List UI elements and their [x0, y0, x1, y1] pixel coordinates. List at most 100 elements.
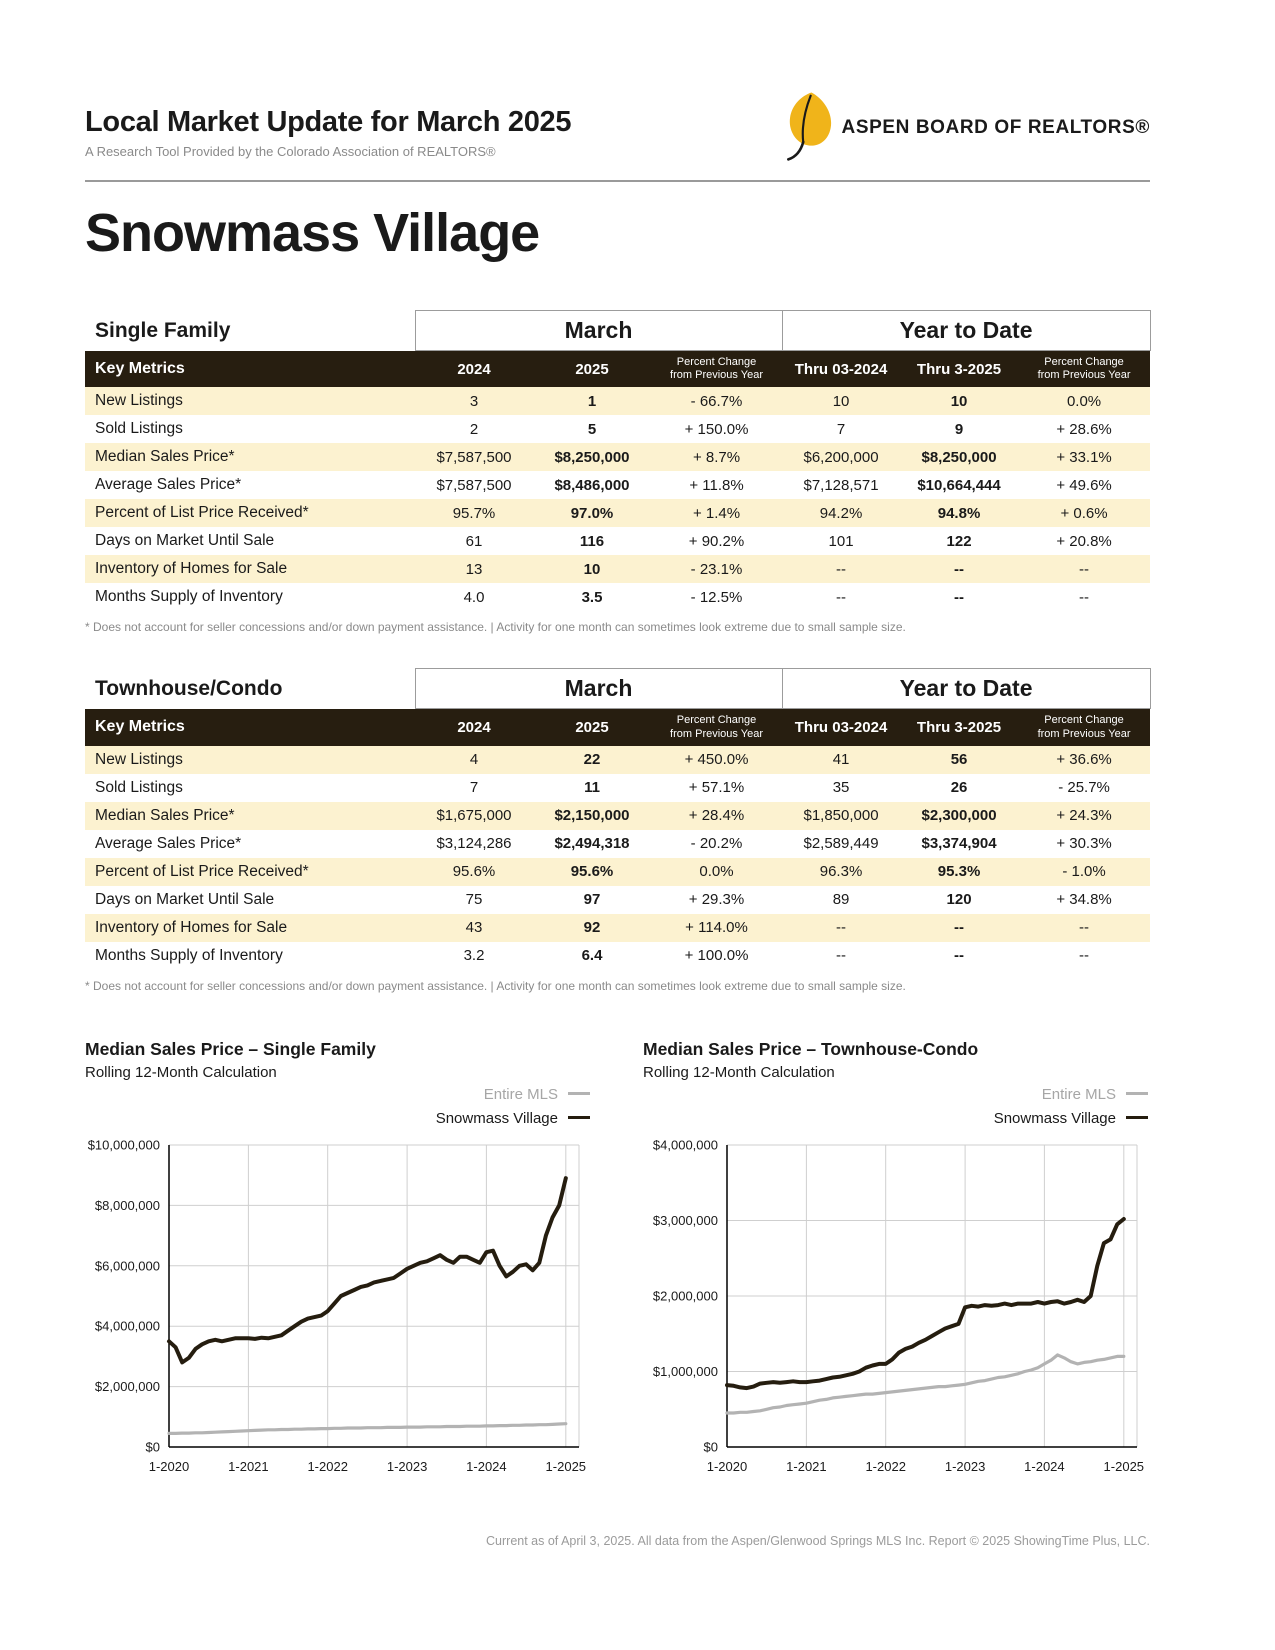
value-cell: --	[900, 913, 1019, 942]
table-row: Days on Market Until Sale 75 97 + 29.3% 89 12…	[85, 885, 1151, 914]
series-entire-mls	[167, 1421, 568, 1435]
metric-name: Days on Market Until Sale	[85, 885, 415, 914]
chart-subtitle: Rolling 12-Month Calculation	[643, 1063, 835, 1081]
column-header: Thru 3-2025	[900, 708, 1019, 746]
value-cell: 10	[533, 555, 651, 584]
chart-title: Median Sales Price – Townhouse-Condo	[643, 1038, 979, 1059]
value-cell: - 25.7%	[1018, 773, 1151, 802]
metric-name: New Listings	[85, 387, 415, 416]
table-row: Average Sales Price* $7,587,500 $8,486,000…	[85, 471, 1151, 500]
y-tick-label: $10,000,000	[88, 1137, 160, 1152]
x-tick-label: 1-2020	[707, 1459, 747, 1474]
value-cell: 0.0%	[651, 857, 783, 886]
x-tick-label: 1-2021	[228, 1459, 268, 1474]
legend-line-entire-mls-icon	[1126, 1091, 1148, 1095]
value-cell: 0.0%	[1018, 387, 1151, 416]
column-header: Thru 03-2024	[782, 708, 901, 746]
value-cell: 97	[533, 885, 651, 914]
value-cell: 94.8%	[900, 499, 1019, 528]
value-cell: 89	[782, 885, 901, 914]
metric-name: Average Sales Price*	[85, 471, 415, 500]
value-cell: --	[1018, 941, 1151, 970]
value-cell: --	[1018, 583, 1151, 612]
legend-line-entire-mls-icon	[568, 1091, 590, 1095]
document-title: Local Market Update for March 2025	[85, 106, 572, 138]
table-row: Median Sales Price* $7,587,500 $8,250,000 +…	[85, 443, 1151, 472]
table-row: Median Sales Price* $1,675,000 $2,150,000 +…	[85, 801, 1151, 830]
single-family-table-host: Single Family March Year to Date Key Metric…	[85, 310, 1151, 612]
value-cell: 3.5	[533, 583, 651, 612]
x-tick-label: 1-2021	[786, 1459, 826, 1474]
value-cell: 75	[415, 885, 533, 914]
value-cell: 6.4	[533, 941, 651, 970]
value-cell: 7	[415, 773, 533, 802]
value-cell: $8,250,000	[900, 443, 1019, 472]
x-tick-label: 1-2023	[945, 1459, 985, 1474]
value-cell: --	[1018, 913, 1151, 942]
value-cell: --	[782, 941, 901, 970]
x-tick-label: 1-2020	[149, 1459, 189, 1474]
column-header: 2025	[533, 350, 651, 388]
report-header: Local Market Update for March 2025 A Res…	[85, 92, 1150, 166]
value-cell: 3	[415, 387, 533, 416]
table-row: Sold Listings 7 11 + 57.1% 35 26- 25.7%	[85, 773, 1151, 802]
value-cell: 94.2%	[782, 499, 901, 528]
value-cell: + 1.4%	[651, 499, 783, 528]
value-cell: $7,587,500	[415, 471, 533, 500]
value-cell: - 23.1%	[651, 555, 783, 584]
y-tick-label: $3,000,000	[653, 1213, 718, 1228]
value-cell: + 11.8%	[651, 471, 783, 500]
value-cell: - 66.7%	[651, 387, 783, 416]
period-year-to-date: Year to Date	[781, 668, 1151, 710]
value-cell: --	[782, 555, 901, 584]
legend-item-entire-mls: Entire MLS	[643, 1083, 1148, 1107]
table-row: Percent of List Price Received* 95.7% 97.0…	[85, 499, 1151, 528]
value-cell: + 20.8%	[1018, 527, 1151, 556]
period-year-to-date: Year to Date	[781, 310, 1151, 351]
value-cell: 4.0	[415, 583, 533, 612]
chart-townhouse-condo: Median Sales Price – Townhouse-Condo Rol…	[643, 1039, 1150, 1481]
section-title: Townhouse/Condo	[85, 668, 415, 709]
table-footnote: * Does not account for seller concession…	[85, 978, 906, 993]
table-group-header: Single Family March Year to Date	[85, 310, 1151, 351]
table-footnote: * Does not account for seller concession…	[85, 620, 906, 635]
x-tick-label: 1-2025	[546, 1459, 586, 1474]
legend-label-snowmass-village: Snowmass Village	[435, 1109, 558, 1127]
value-cell: $7,587,500	[415, 443, 533, 472]
value-cell: --	[782, 583, 901, 612]
value-cell: 35	[782, 773, 901, 802]
column-header: Percent Change from Previous Year	[651, 350, 783, 388]
line-chart-single-family: $0 $2,000,000 $4,000,000 $6,000,000 $8,000,0…	[88, 1137, 586, 1474]
value-cell: + 450.0%	[651, 745, 783, 774]
value-cell: --	[900, 941, 1019, 970]
metric-name: Months Supply of Inventory	[85, 583, 415, 612]
chart-legend: Entire MLS Snowmass Village	[643, 1083, 1148, 1131]
section-title: Single Family	[85, 310, 415, 351]
metric-name: Sold Listings	[85, 773, 415, 802]
value-cell: + 28.4%	[651, 801, 783, 830]
column-header: Percent Change from Previous Year	[1018, 708, 1151, 746]
metric-name: Months Supply of Inventory	[85, 941, 415, 970]
value-cell: 3.2	[415, 941, 533, 970]
column-header: Percent Change from Previous Year	[1018, 350, 1151, 388]
value-cell: 95.6%	[415, 857, 533, 886]
metric-name: Inventory of Homes for Sale	[85, 913, 415, 942]
value-cell: 101	[782, 527, 901, 556]
x-tick-label: 1-2024	[1024, 1459, 1064, 1474]
townhouse-condo-table-host: Townhouse/Condo March Year to Date Key Metr…	[85, 668, 1151, 970]
value-cell: + 33.1%	[1018, 443, 1151, 472]
document-subtitle: A Research Tool Provided by the Colorado…	[85, 144, 496, 159]
value-cell: 11	[533, 773, 651, 802]
table-row: New Listings 3 1- 66.7% 10 10 0.0%	[85, 387, 1151, 416]
chart-subtitle: Rolling 12-Month Calculation	[85, 1063, 277, 1081]
value-cell: + 30.3%	[1018, 829, 1151, 858]
y-tick-label: $2,000,000	[95, 1379, 160, 1394]
townhouse-condo-section: Townhouse/Condo March Year to Date Key Metr…	[85, 668, 1151, 993]
value-cell: $1,675,000	[415, 801, 533, 830]
value-cell: 9	[900, 415, 1019, 444]
series-snowmass-village	[725, 1216, 1126, 1390]
value-cell: + 57.1%	[651, 773, 783, 802]
value-cell: 61	[415, 527, 533, 556]
value-cell: 10	[782, 387, 901, 416]
value-cell: + 34.8%	[1018, 885, 1151, 914]
